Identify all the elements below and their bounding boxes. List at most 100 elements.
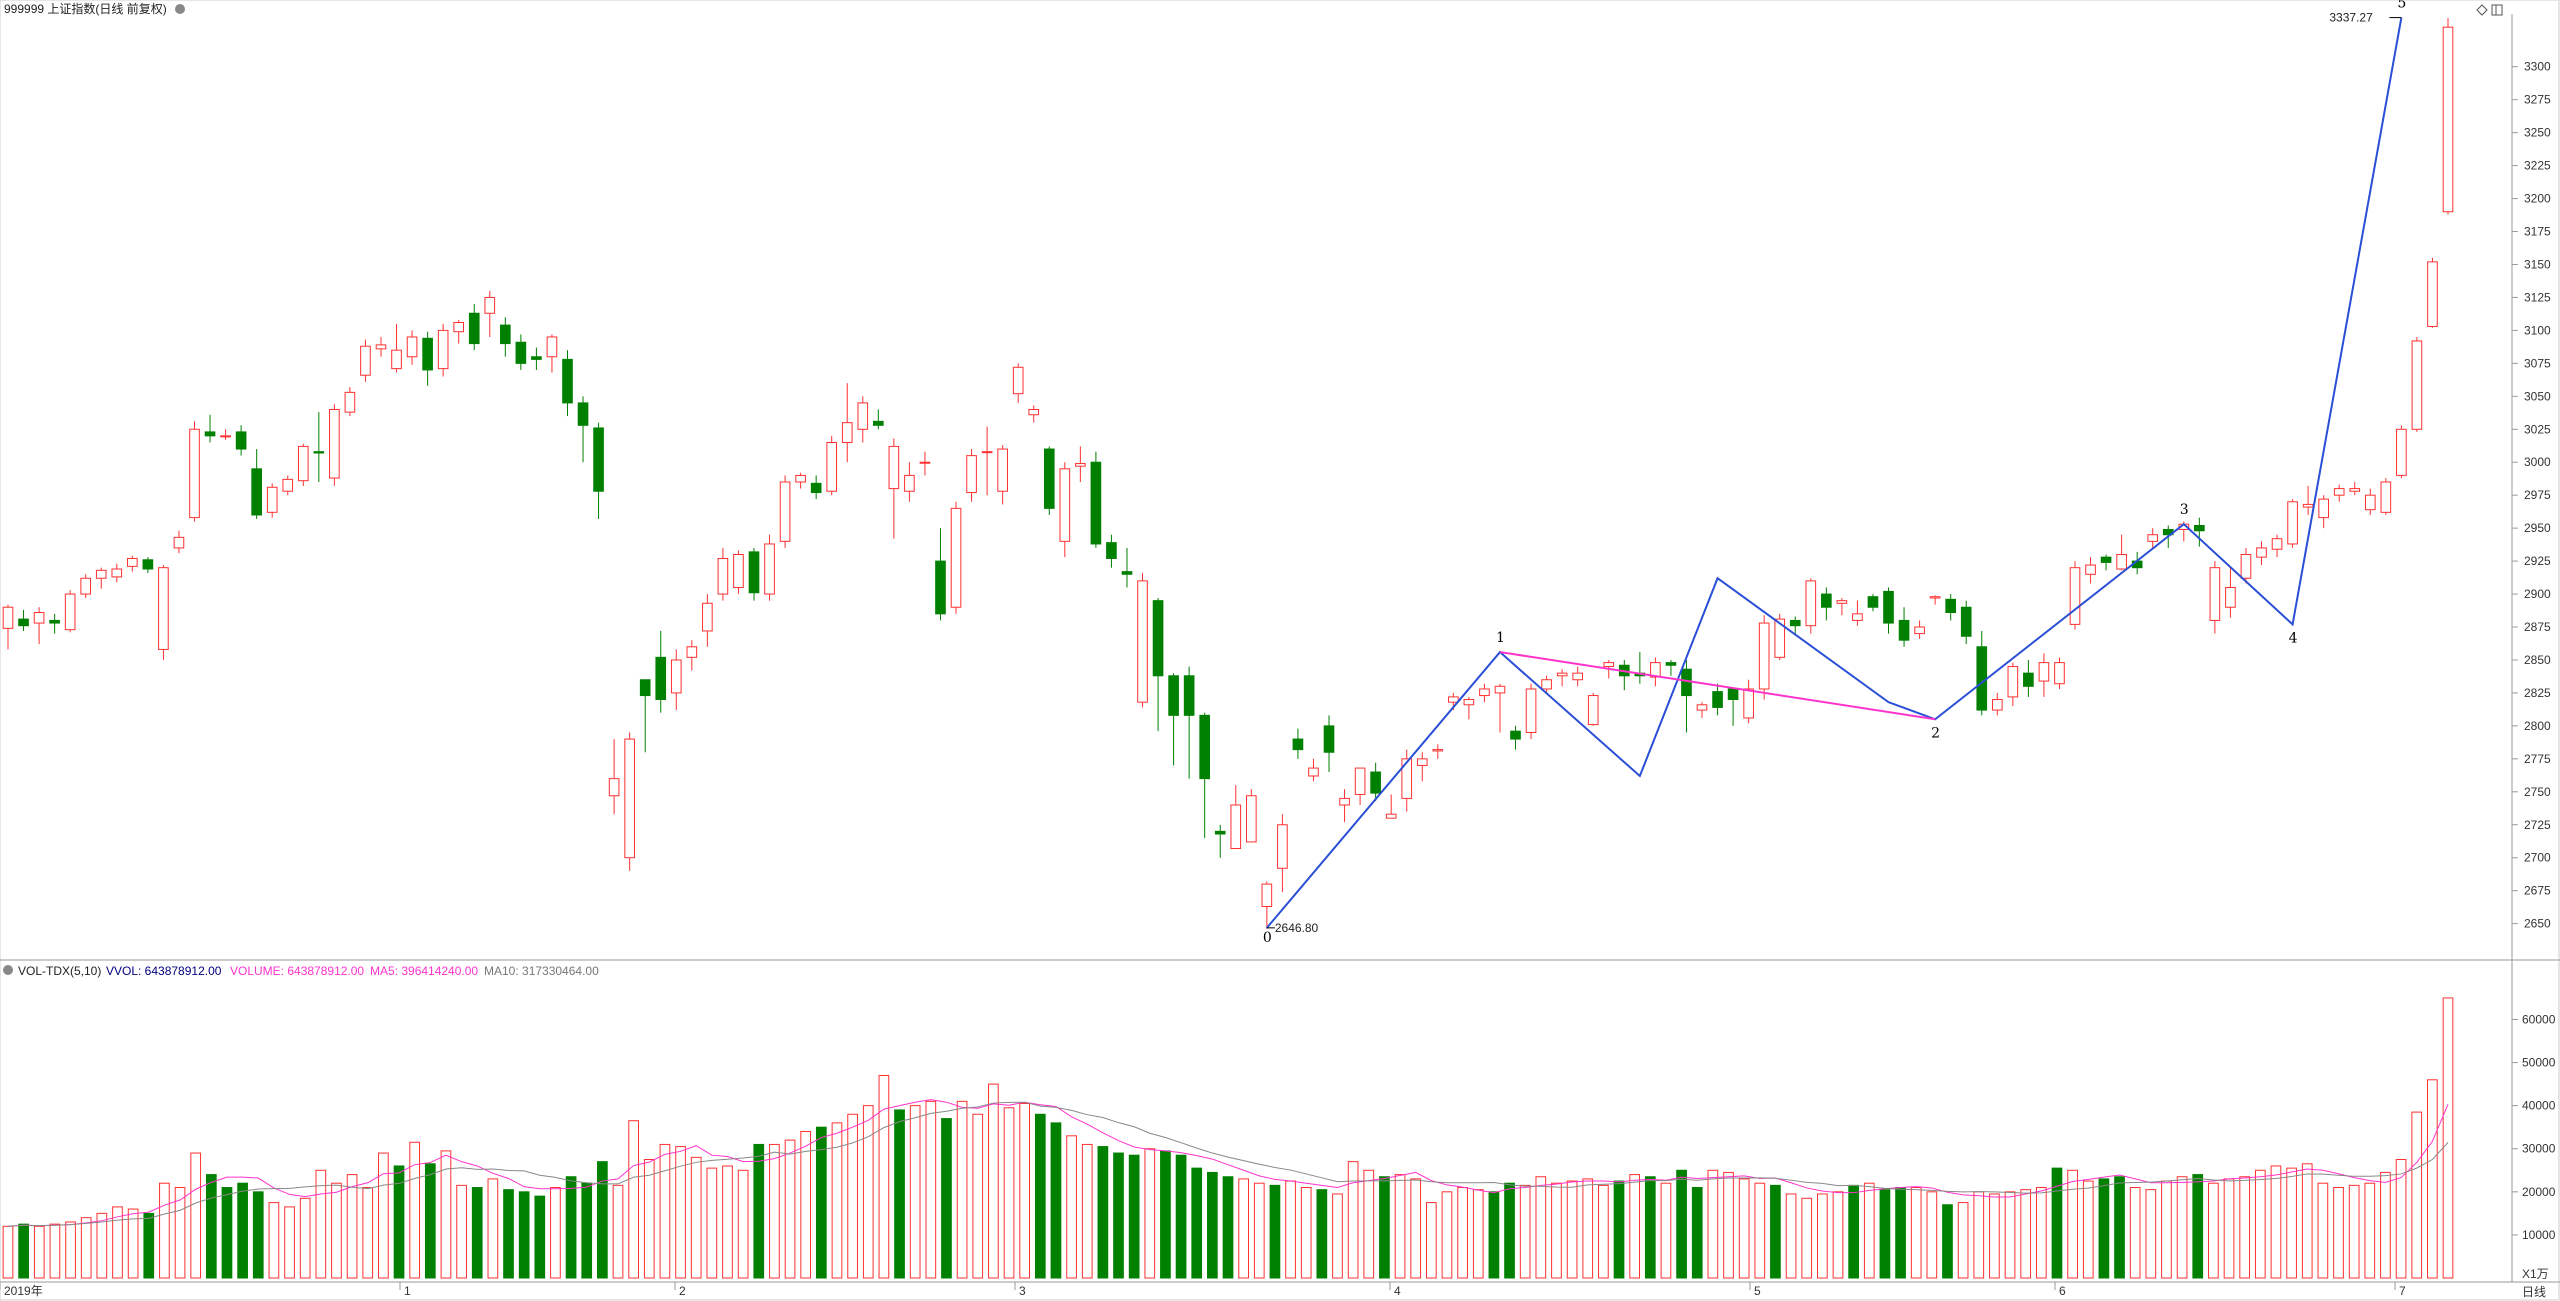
volume-bar[interactable] [1269,1184,1281,1279]
volume-bar[interactable] [237,1182,248,1279]
candle[interactable] [1836,598,1848,616]
candle[interactable] [2271,534,2283,558]
candle[interactable] [1572,666,1583,687]
candle[interactable] [2240,547,2252,584]
volume-bar[interactable] [2333,1187,2344,1279]
candle[interactable] [484,290,496,337]
volume-bar[interactable] [894,1109,905,1279]
candle[interactable] [1354,767,1366,805]
volume-bar[interactable] [2286,1167,2297,1279]
volume-bar[interactable] [1989,1193,2000,1279]
candle[interactable] [297,443,309,486]
candle[interactable] [1821,587,1832,621]
candle[interactable] [1556,669,1568,687]
candle[interactable] [1416,752,1428,782]
candle[interactable] [422,331,433,386]
candle[interactable] [1261,881,1273,929]
candle[interactable] [266,483,278,518]
volume-bar[interactable] [471,1187,483,1279]
candle[interactable] [1898,607,1910,647]
volume-bar[interactable] [96,1212,108,1279]
candle[interactable] [1789,616,1801,634]
volume-bar[interactable] [941,1118,952,1279]
volume-bar[interactable] [1879,1189,1891,1279]
volume-bar[interactable] [252,1191,264,1279]
candle[interactable] [826,435,838,496]
candle[interactable] [251,449,262,519]
volume-bar[interactable] [1817,1193,1828,1279]
candle[interactable] [1028,405,1040,423]
volume-bar[interactable] [800,1131,812,1279]
candle[interactable] [2427,257,2438,328]
candle[interactable] [220,429,231,440]
volume-bar[interactable] [659,1143,671,1279]
candle[interactable] [204,414,216,443]
volume-bar[interactable] [1081,1143,1093,1279]
volume-bar[interactable] [1066,1135,1077,1279]
candle[interactable] [437,323,449,377]
candle[interactable] [873,409,884,430]
candle[interactable] [453,319,465,344]
candle[interactable] [1541,675,1552,693]
candle[interactable] [2411,336,2423,432]
candle[interactable] [1960,600,1972,645]
volume-bar[interactable] [1707,1169,1719,1279]
candle[interactable] [158,565,169,660]
candle[interactable] [2442,17,2454,215]
volume-bar[interactable] [299,1197,311,1279]
volume-bar[interactable] [1207,1171,1218,1279]
candle[interactable] [64,590,76,633]
volume-bar[interactable] [550,1187,561,1279]
candle[interactable] [127,555,138,572]
volume-bar[interactable] [1754,1182,1766,1279]
volume-bar[interactable] [2317,1182,2329,1279]
volume-bar[interactable] [1128,1154,1140,1279]
candle[interactable] [686,640,698,671]
candle[interactable] [919,451,931,476]
volume-bar[interactable] [80,1217,92,1279]
volume-bar[interactable] [2192,1174,2204,1279]
volume-bar[interactable] [2145,1189,2157,1279]
volume-bar[interactable] [1300,1187,1312,1279]
volume-bar[interactable] [643,1159,655,1279]
candle[interactable] [515,334,527,370]
candle[interactable] [1292,728,1304,759]
candle[interactable] [2349,482,2361,496]
candle[interactable] [173,530,185,554]
candle[interactable] [1168,673,1179,766]
volume-bar[interactable] [690,1156,702,1279]
candle[interactable] [531,347,542,370]
candle[interactable] [1121,547,1133,588]
candle[interactable] [1525,683,1537,740]
candle[interactable] [935,528,946,621]
volume-bar[interactable] [1394,1174,1406,1279]
volume-bar[interactable] [628,1120,639,1279]
volume-bar[interactable] [1191,1167,1203,1279]
candle[interactable] [841,383,853,463]
candle[interactable] [1479,683,1490,703]
candle[interactable] [1805,578,1817,634]
volume-bar[interactable] [706,1167,718,1279]
volume-bar[interactable] [1973,1191,1985,1279]
candle[interactable] [733,550,744,595]
volume-bar[interactable] [1566,1180,1578,1279]
volume-bar[interactable] [1519,1184,1531,1279]
candle[interactable] [1277,814,1288,892]
candle[interactable] [1323,715,1335,773]
volume-bar[interactable] [1285,1180,1296,1279]
candle[interactable] [406,330,418,365]
period-label[interactable]: 日线 [2522,1285,2546,1299]
candle[interactable] [1914,620,1925,639]
volume-bar[interactable] [2082,1180,2094,1279]
volume-bar[interactable] [315,1169,327,1279]
volume-bar[interactable] [1034,1113,1046,1279]
candle[interactable] [2333,484,2345,502]
candle[interactable] [1991,692,2003,716]
volume-bar[interactable] [2114,1176,2125,1279]
volume-bar[interactable] [1551,1182,1562,1279]
volume-bar[interactable] [1910,1187,1922,1279]
volume-bar[interactable] [2067,1169,2078,1279]
candle[interactable] [80,574,92,599]
volume-bar[interactable] [2395,1159,2407,1279]
candle[interactable] [1852,600,1863,626]
